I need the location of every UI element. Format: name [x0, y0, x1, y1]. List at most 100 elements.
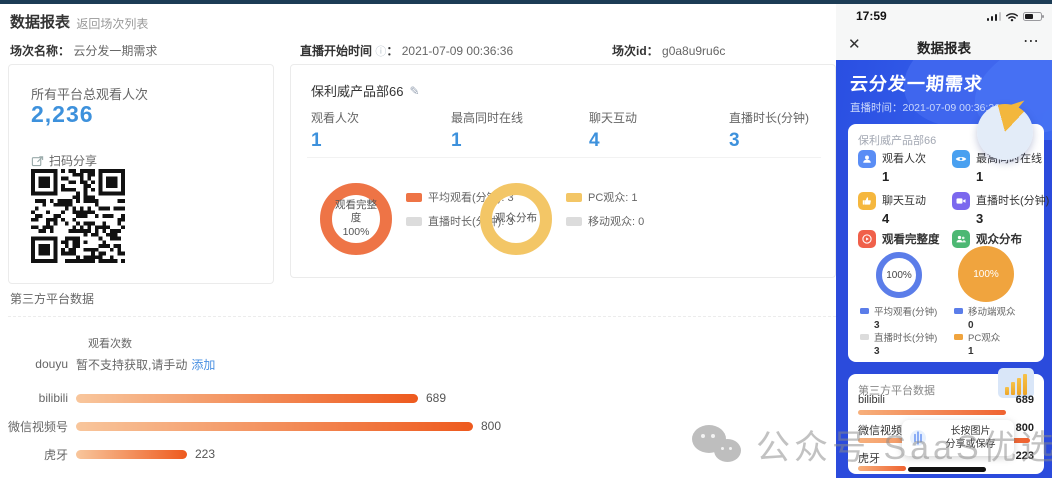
stat-value: 3	[976, 211, 984, 226]
stat-value: 3	[729, 130, 740, 151]
phone-report-title: 云分发一期需求	[849, 74, 984, 94]
video-camera-icon	[952, 192, 970, 210]
tooltip-line2: 分享或保存	[945, 439, 996, 450]
share-icon	[31, 156, 44, 167]
total-views-label: 所有平台总观看人次	[31, 87, 149, 102]
stat-value: 4	[589, 130, 600, 151]
session-id-label: 场次id：	[612, 44, 659, 58]
channel-name-row: 保利威产品部66 ✎	[311, 81, 420, 100]
phone-legend-mobile-audience: 移动端观众 0	[954, 304, 1016, 331]
battery-icon	[1023, 11, 1044, 21]
stat-value: 4	[882, 211, 890, 226]
tooltip-line1: 长按图片	[950, 425, 991, 437]
wifi-icon	[1006, 12, 1018, 21]
eye-icon	[952, 150, 970, 168]
add-link[interactable]: 添加	[191, 357, 216, 372]
phone-legend-pc-audience: PC观众 1	[954, 330, 1000, 357]
bar-row-label: douyu	[35, 357, 68, 371]
phone-bar-label: 微信视频号	[858, 425, 913, 437]
stat-label: 直播时长(分钟)	[976, 195, 1050, 207]
completion-donut: 观看完整度 100%	[320, 183, 392, 255]
audience-legend: PC观众: 1 移动观众: 0	[566, 189, 644, 229]
legend-label: PC观众	[968, 333, 1001, 344]
legend-label: 移动观众: 0	[588, 216, 645, 228]
start-time-label: 直播开始时间	[300, 44, 373, 58]
person-icon	[858, 150, 876, 168]
people-icon	[952, 230, 970, 248]
bar	[76, 449, 187, 459]
phone-bar-label: bilibili	[858, 394, 885, 406]
stat-value: 1	[451, 130, 462, 151]
audience-donut: 观众分布	[480, 183, 552, 255]
colon: ：	[386, 44, 399, 58]
time-value: 2021-07-09 00:36:36	[902, 102, 1001, 114]
press-icon	[910, 430, 926, 446]
info-icon: ⓘ	[375, 46, 387, 58]
bar-row-label: bilibili	[38, 391, 68, 405]
stat-label: 直播时长(分钟)	[729, 111, 809, 125]
more-icon[interactable]: ⋯	[1023, 33, 1040, 50]
phone-legend-duration: 直播时长(分钟) 3	[860, 330, 937, 357]
bar-row-wechat-video: 微信视频号 800	[8, 419, 502, 434]
legend-value: 3	[874, 320, 880, 331]
phone-channel-name: 保利威产品部66	[858, 135, 937, 147]
bar-row-label: 虎牙	[43, 447, 68, 462]
third-party-chart: 观看次数 douyu 暂不支持获取,请手动 添加 bilibili 689 微信…	[8, 316, 836, 478]
top-strip	[0, 0, 1052, 4]
total-views-card: 所有平台总观看人次 2,236 扫码分享	[8, 64, 274, 284]
legend-label: 移动端观众	[968, 307, 1016, 318]
stat-label: 最高同时在线	[451, 111, 524, 125]
stat-label: 聊天互动	[882, 195, 926, 207]
legend-swatch	[860, 334, 869, 340]
bar	[76, 393, 418, 403]
bar-row-douyu: douyu 暂不支持获取,请手动 添加	[8, 357, 216, 372]
close-icon[interactable]: ✕	[848, 36, 861, 53]
stat-label: 聊天互动	[589, 111, 638, 125]
status-time: 17:59	[856, 9, 887, 23]
legend-value: 3	[874, 346, 880, 357]
legend-label: 直播时长(分钟)	[874, 333, 938, 344]
bar-value: 223	[195, 447, 216, 461]
pie-illustration	[977, 104, 1033, 160]
phone-stat-views: 观看人次 1	[858, 150, 926, 184]
douyu-unsupported-text: 暂不支持获取,请手动	[76, 357, 188, 372]
section-label: 观众分布	[976, 234, 1022, 246]
session-name-value: 云分发一期需求	[73, 44, 158, 58]
session-name-meta: 场次名称： 云分发一期需求	[10, 42, 157, 59]
channel-card: 保利威产品部66 ✎ 观看人次 1 最高同时在线 1 聊天互动 4 直播时长(分…	[290, 64, 836, 278]
stat-peak-online: 最高同时在线 1	[451, 109, 523, 152]
bar	[858, 410, 1006, 415]
phone-report-time: 直播时间：2021-07-09 00:36:36	[850, 100, 1000, 115]
legend-label: PC观众: 1	[588, 192, 638, 204]
legend-swatch	[954, 308, 963, 314]
scan-share-label: 扫码分享	[49, 154, 98, 168]
section-label: 观看完整度	[882, 234, 940, 246]
phone-third-party-title: 第三方平台数据	[858, 385, 935, 397]
phone-stat-chat: 聊天互动 4	[858, 192, 926, 226]
chevron-left-icon: ‹	[66, 16, 71, 31]
bar	[76, 421, 473, 431]
edit-icon[interactable]: ✎	[409, 83, 420, 98]
bar-row-huya: 虎牙 223	[8, 447, 216, 462]
status-icons	[986, 11, 1044, 22]
legend-swatch	[406, 216, 422, 226]
stat-label: 观看人次	[311, 111, 360, 125]
stat-views: 观看人次 1	[311, 109, 359, 152]
page-title: 数据报表	[10, 14, 71, 31]
thumbs-up-icon	[858, 192, 876, 210]
stat-value: 1	[976, 169, 984, 184]
home-indicator	[908, 467, 986, 472]
phone-bar-label: 虎牙	[858, 453, 880, 465]
legend-swatch	[566, 192, 582, 202]
bar-value: 800	[481, 419, 502, 433]
back-to-session-list-link[interactable]: ‹ 返回场次列表	[66, 15, 148, 32]
phone-screenshot: 17:59 ✕ 数据报表 ⋯ 云分发一期需求 直播时间：2021-07-09 0…	[836, 0, 1052, 478]
time-label: 直播时间：	[850, 102, 903, 114]
total-views-value: 2,236	[31, 101, 94, 127]
phone-bar-value: 689	[1015, 394, 1034, 406]
donut-center-percent: 100%	[342, 225, 370, 238]
bar-row-label: 微信视频号	[8, 419, 69, 434]
stat-duration: 直播时长(分钟) 3	[729, 109, 809, 152]
